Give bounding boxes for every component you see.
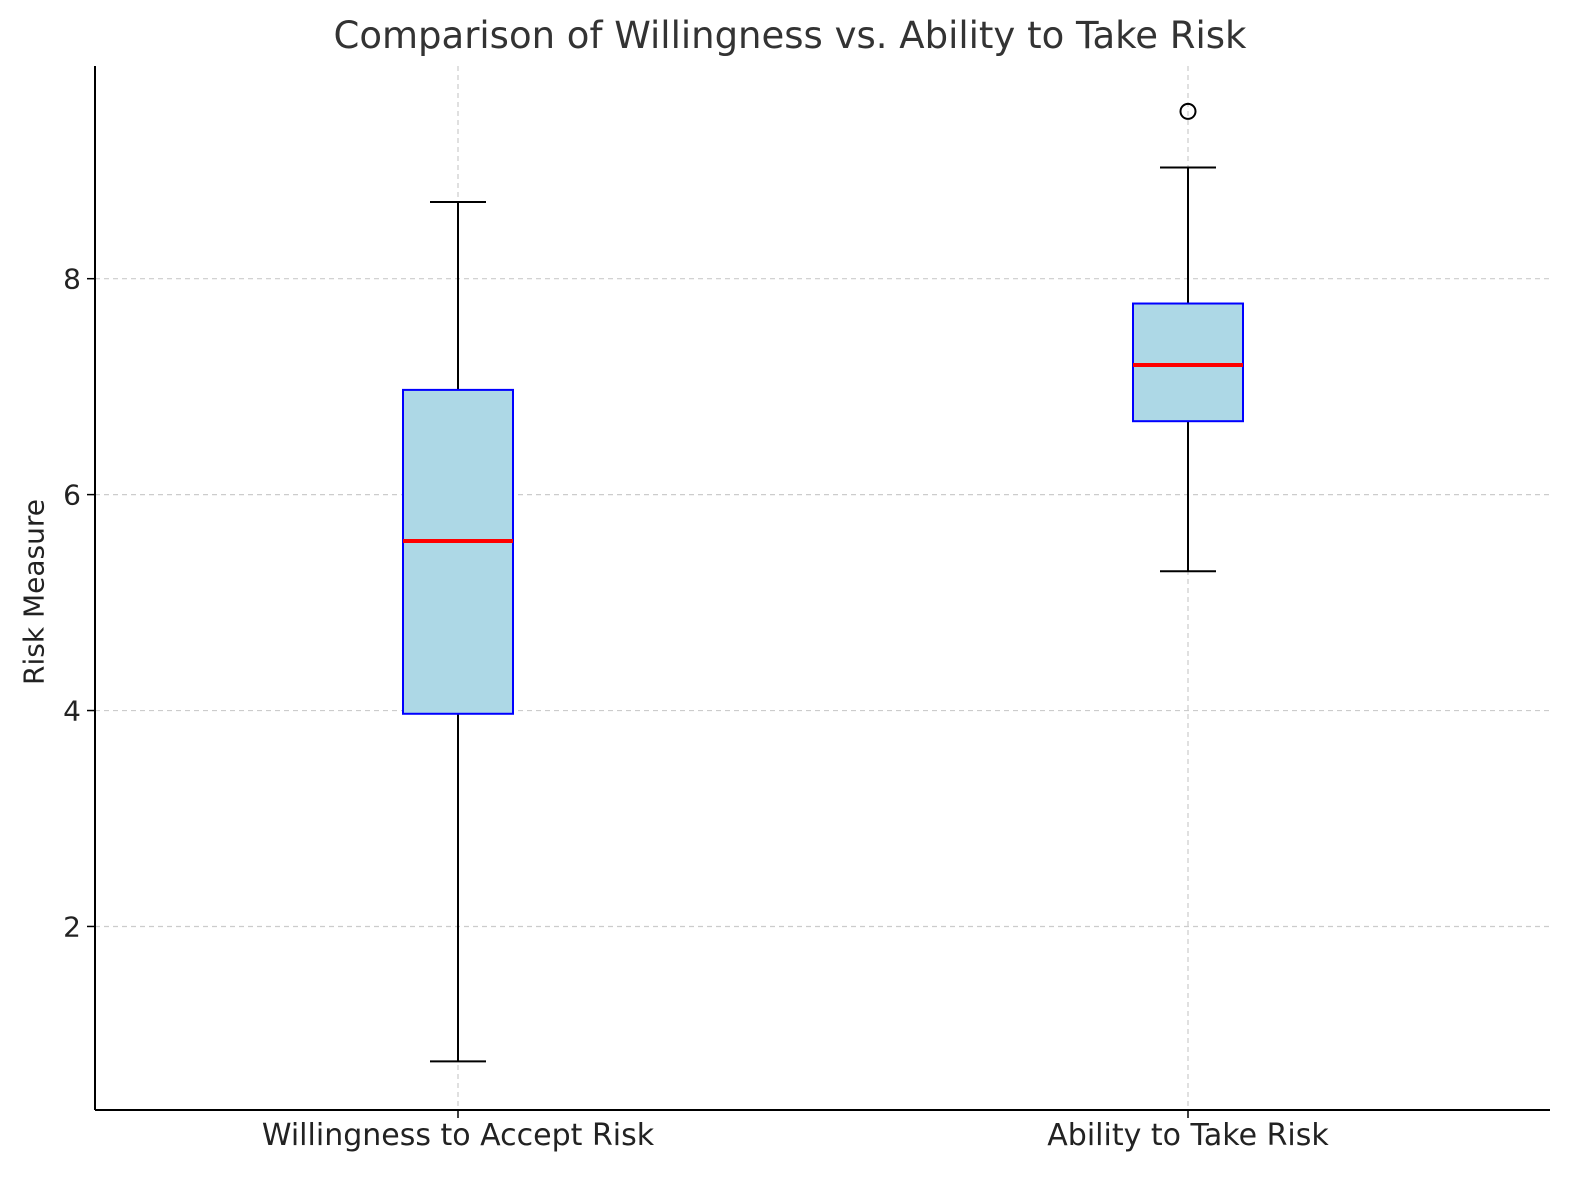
axes-layer: 2 4 6 8 Willingness to Accept Risk Ability to… [63, 66, 1550, 1153]
y-tick-label: 4 [63, 695, 81, 728]
y-tick-label: 6 [63, 479, 81, 512]
chart-title: Comparison of Willingness vs. Ability to… [333, 14, 1247, 57]
y-tick-label: 8 [63, 263, 81, 296]
box-group [1132, 102, 1244, 573]
outlier-point [1179, 102, 1197, 120]
y-tick-label: 2 [63, 910, 81, 943]
marks-layer [402, 102, 1244, 1063]
grid-layer [95, 66, 1550, 1110]
x-tick-label: Willingness to Accept Risk [262, 1118, 655, 1153]
x-tick-label: Ability to Take Risk [1047, 1118, 1329, 1153]
box-group [402, 201, 514, 1063]
box-iqr [1132, 302, 1244, 423]
box-iqr [402, 388, 514, 715]
